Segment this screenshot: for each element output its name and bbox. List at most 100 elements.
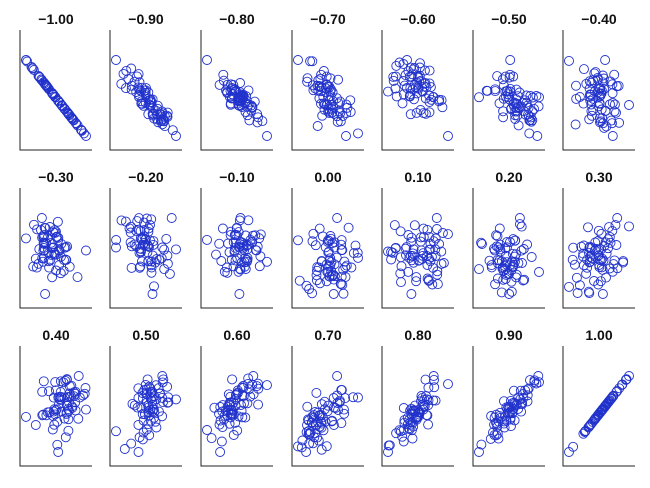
scatter-point: [327, 415, 338, 426]
scatter-point: [135, 261, 146, 272]
scatter-point: [230, 237, 241, 248]
scatter-point: [607, 131, 618, 141]
scatter-point: [501, 257, 512, 268]
scatter-point: [399, 415, 410, 426]
scatter-point: [481, 85, 492, 96]
scatter-point: [241, 91, 252, 102]
scatter-point: [572, 288, 583, 298]
scatter-point: [524, 111, 534, 122]
scatter-point: [489, 419, 500, 430]
scatter-point: [325, 231, 336, 241]
scatter-point: [150, 416, 161, 427]
scatter-point: [146, 97, 157, 108]
panel-axes: [200, 188, 273, 309]
scatter-point: [400, 243, 411, 254]
scatter-point: [414, 70, 425, 81]
scatter-point: [613, 80, 624, 91]
scatter-point: [396, 261, 407, 272]
scatter-point: [604, 231, 615, 242]
scatter-point: [63, 414, 74, 425]
scatter-panel: 0.90: [472, 327, 545, 467]
scatter-point: [68, 114, 79, 125]
scatter-point: [598, 118, 608, 129]
scatter-point: [599, 401, 610, 412]
panel-axes: [109, 188, 182, 309]
scatter-point: [221, 85, 231, 96]
scatter-point: [534, 377, 544, 388]
scatter-point: [215, 447, 226, 457]
scatter-point: [495, 239, 506, 250]
scatter-point: [418, 223, 429, 234]
scatter-point: [116, 215, 127, 226]
scatter-point: [590, 237, 601, 248]
scatter-point: [395, 268, 406, 279]
scatter-point: [141, 213, 152, 224]
scatter-point: [430, 395, 441, 406]
scatter-point: [604, 222, 614, 233]
scatter-point: [316, 399, 327, 410]
scatter-point: [26, 61, 37, 72]
scatter-point: [398, 89, 409, 100]
scatter-point: [232, 388, 243, 399]
scatter-point: [51, 404, 62, 415]
scatter-point: [234, 289, 245, 299]
panel-axes: [381, 188, 454, 309]
scatter-point: [508, 385, 519, 396]
scatter-point: [341, 108, 352, 119]
scatter-point: [159, 111, 170, 122]
scatter-point: [574, 92, 585, 102]
scatter-point: [162, 258, 173, 269]
scatter-point: [36, 74, 47, 85]
scatter-point: [335, 96, 346, 107]
scatter-point: [119, 444, 130, 454]
scatter-point: [521, 97, 532, 108]
scatter-point: [225, 226, 236, 237]
scatter-point: [495, 246, 506, 257]
scatter-point: [492, 273, 503, 284]
scatter-point: [505, 55, 516, 65]
scatter-point: [581, 78, 592, 89]
scatter-point: [336, 235, 347, 246]
scatter-point: [525, 112, 536, 123]
scatter-point: [426, 94, 437, 105]
scatter-point: [429, 374, 439, 385]
scatter-point: [336, 239, 347, 250]
scatter-point: [61, 374, 72, 385]
scatter-point: [501, 91, 511, 102]
scatter-point: [423, 275, 434, 286]
scatter-point: [591, 243, 602, 254]
panel-title: 0.00: [314, 169, 341, 185]
scatter-point: [126, 262, 137, 273]
panel-title: −0.80: [219, 11, 255, 27]
scatter-point: [61, 398, 72, 409]
scatter-point: [578, 98, 589, 109]
scatter-point: [582, 262, 593, 273]
scatter-point: [578, 251, 588, 262]
scatter-point: [498, 112, 509, 123]
scatter-point: [526, 116, 537, 127]
scatter-point: [44, 386, 54, 397]
scatter-point: [525, 375, 535, 386]
scatter-point: [340, 262, 351, 273]
scatter-point: [508, 234, 519, 245]
scatter-point: [497, 74, 508, 85]
scatter-point: [57, 101, 68, 112]
scatter-point: [584, 76, 595, 87]
scatter-point: [411, 276, 422, 287]
scatter-point: [338, 288, 349, 299]
scatter-point: [126, 438, 137, 449]
scatter-panel: −0.50: [472, 11, 545, 151]
scatter-point: [408, 244, 419, 255]
scatter-point: [431, 213, 442, 223]
scatter-point: [55, 387, 66, 397]
scatter-point: [496, 287, 507, 298]
scatter-point: [611, 387, 622, 398]
scatter-point: [515, 398, 526, 409]
scatter-point: [339, 256, 350, 267]
scatter-point: [590, 245, 600, 256]
scatter-point: [605, 237, 616, 248]
scatter-point: [336, 384, 347, 395]
scatter-point: [614, 117, 625, 128]
scatter-point: [46, 237, 57, 248]
scatter-point: [339, 408, 350, 419]
